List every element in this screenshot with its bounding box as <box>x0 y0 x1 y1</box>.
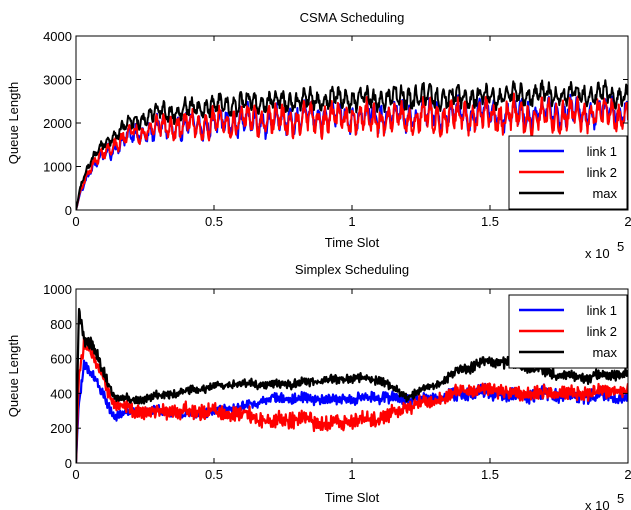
x-axis-label: Time Slot <box>325 235 380 250</box>
legend-label-max: max <box>592 186 617 201</box>
legend-label-max: max <box>592 345 617 360</box>
legend: link 1 link 2 max <box>508 294 628 369</box>
legend-label-link-1: link 1 <box>587 303 617 318</box>
y-tick-label: 4000 <box>43 29 72 44</box>
series-line-max <box>76 307 628 463</box>
x-tick-label: 2 <box>624 467 631 482</box>
x-tick-label: 0.5 <box>205 214 223 229</box>
legend-label-link-2: link 2 <box>587 165 617 180</box>
y-tick-label: 800 <box>50 317 72 332</box>
x-tick-label: 1.5 <box>481 214 499 229</box>
chart-2: Simplex Scheduling 0 0.5 1 1.5 2 0 200 400 600 800… <box>6 262 631 510</box>
y-tick-label: 0 <box>65 456 72 471</box>
x-multiplier-exponent: 5 <box>617 239 624 254</box>
x-tick-label: 0 <box>72 214 79 229</box>
y-tick-label: 400 <box>50 386 72 401</box>
series-line-max <box>76 79 628 210</box>
legend-label-link-2: link 2 <box>587 324 617 339</box>
x-tick-label: 1 <box>348 214 355 229</box>
y-tick-label: 1000 <box>43 160 72 175</box>
chart-title: CSMA Scheduling <box>300 10 405 25</box>
chart-title: Simplex Scheduling <box>295 262 409 277</box>
legend: link 1 link 2 max <box>508 135 628 210</box>
x-multiplier: x 10 <box>585 498 610 510</box>
y-tick-label: 3000 <box>43 73 72 88</box>
y-axis-label: Queue Length <box>6 82 21 164</box>
x-tick-label: 1.5 <box>481 467 499 482</box>
x-multiplier: x 10 <box>585 246 610 261</box>
legend-label-link-1: link 1 <box>587 144 617 159</box>
chart-1: CSMA Scheduling 0 0.5 1 1.5 2 0 1000 2000 3000 400… <box>6 10 631 261</box>
x-tick-label: 0 <box>72 467 79 482</box>
x-tick-label: 1 <box>348 467 355 482</box>
x-multiplier-exponent: 5 <box>617 491 624 506</box>
series-line-link-2 <box>76 335 628 463</box>
series-group <box>76 79 628 210</box>
y-tick-label: 1000 <box>43 282 72 297</box>
y-tick-label: 0 <box>65 203 72 218</box>
x-tick-label: 2 <box>624 214 631 229</box>
y-tick-label: 600 <box>50 352 72 367</box>
y-tick-label: 200 <box>50 421 72 436</box>
series-group <box>76 307 628 463</box>
y-tick-label: 2000 <box>43 116 72 131</box>
x-axis-label: Time Slot <box>325 490 380 505</box>
x-tick-label: 0.5 <box>205 467 223 482</box>
series-line-link-2 <box>76 92 628 210</box>
y-axis-label: Queue Length <box>6 335 21 417</box>
